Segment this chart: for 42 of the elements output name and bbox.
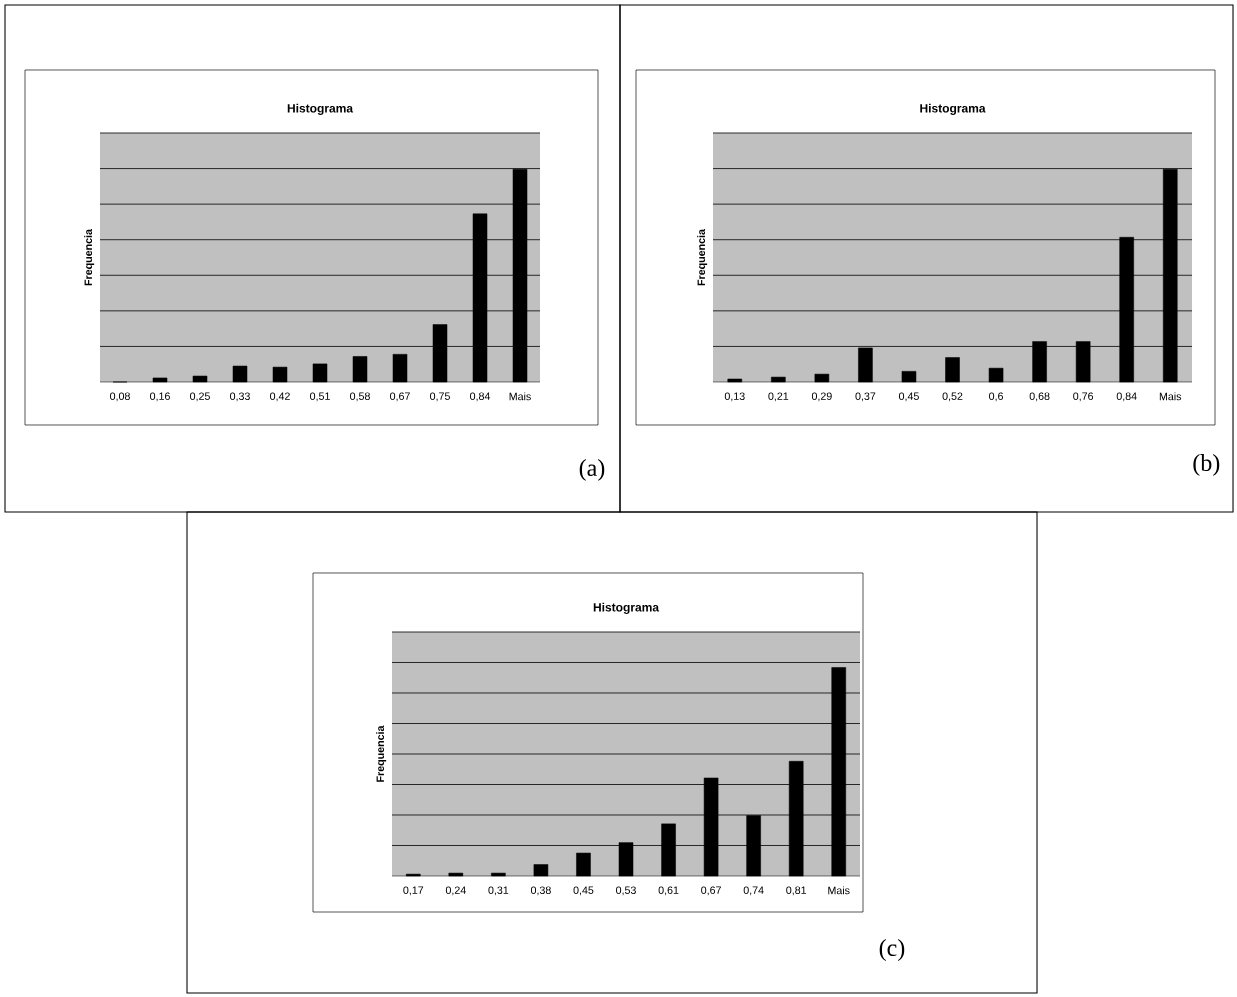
x-tick-label: 0,75 xyxy=(430,392,450,402)
text: (c) xyxy=(879,939,905,961)
x-tick-label: 0,33 xyxy=(230,392,250,402)
x-tick-label: 0,29 xyxy=(811,392,832,402)
y-axis-title: Frequencia xyxy=(697,228,708,286)
x-tick-label: 0,76 xyxy=(1073,392,1094,402)
x-tick-label: 0,37 xyxy=(855,392,876,402)
x-tick-label: 0,16 xyxy=(150,392,170,402)
chart-title: Histograma xyxy=(920,103,986,115)
x-tick-label: 0,84 xyxy=(470,392,491,402)
x-tick-label: 0,61 xyxy=(658,886,679,896)
x-tick-label: 0,21 xyxy=(768,392,789,402)
chart-title: Histograma xyxy=(287,103,354,115)
x-tick-label: 0,45 xyxy=(899,392,919,402)
x-tick-label: 0,51 xyxy=(310,392,330,402)
x-tick-label: 0,67 xyxy=(390,392,410,402)
x-tick-label: 0,25 xyxy=(190,392,210,402)
text: (b) xyxy=(1193,454,1220,476)
x-tick-label: 0,42 xyxy=(270,392,290,402)
x-tick-label: 0,53 xyxy=(616,886,636,896)
x-tick-label: 0,17 xyxy=(403,886,424,896)
x-tick-label: 0,81 xyxy=(786,886,807,896)
x-tick-label: 0,52 xyxy=(942,392,963,402)
x-tick-label: 0,08 xyxy=(110,392,130,402)
x-tick-label: 0,74 xyxy=(743,886,764,896)
x-tick-label: Mais xyxy=(1159,392,1182,401)
x-tick-label: 0,38 xyxy=(530,886,551,896)
x-tick-label: 0,58 xyxy=(350,392,370,402)
x-tick-label: 0,84 xyxy=(1116,392,1137,402)
x-tick-label: 0,24 xyxy=(445,886,466,896)
x-tick-label: 0,6 xyxy=(989,392,1003,402)
x-tick-label: 0,67 xyxy=(701,886,721,896)
x-tick-label: 0,31 xyxy=(488,886,509,896)
x-tick-label: 0,68 xyxy=(1029,392,1050,402)
y-axis-title: Frequencia xyxy=(376,725,387,782)
x-tick-label: 0,13 xyxy=(724,392,745,402)
y-axis-title: Frequencia xyxy=(84,228,95,286)
chart-title: Histograma xyxy=(593,602,660,614)
x-tick-label: Mais xyxy=(828,886,850,895)
text: (a) xyxy=(579,459,605,481)
x-tick-label: 0,45 xyxy=(573,886,594,896)
x-tick-label: Mais xyxy=(509,392,531,401)
